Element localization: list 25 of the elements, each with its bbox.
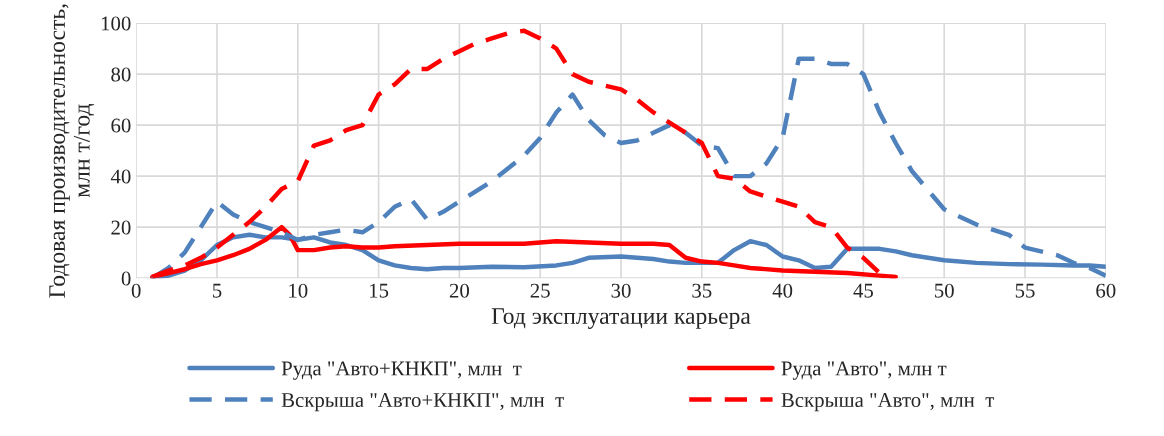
- legend-label: Руда "Авто", млн т: [781, 361, 947, 380]
- legend-label: Вскрыша "Авто+КНКП", млн т: [281, 393, 564, 412]
- y-tick-label: 40: [110, 169, 131, 184]
- y-tick-label: 80: [111, 67, 131, 82]
- y-tick-label: 100: [101, 16, 131, 31]
- x-tick-label: 5: [212, 283, 222, 298]
- legend-label: Руда "Авто+КНКП", млн т: [281, 361, 522, 380]
- x-tick-label: 0: [131, 283, 141, 298]
- y-tick-label: 0: [121, 271, 131, 286]
- x-tick-label: 20: [449, 283, 470, 298]
- x-tick-label: 15: [370, 283, 389, 298]
- y-axis-title: Годовая производительность, млн т/год: [49, 4, 95, 298]
- x-tick-label: 40: [772, 283, 793, 298]
- x-tick-label: 35: [692, 283, 712, 298]
- x-tick-label: 50: [934, 283, 954, 298]
- x-tick-label: 30: [611, 283, 631, 298]
- x-axis-title: Год эксплуатации карьера: [491, 308, 751, 329]
- x-tick-label: 10: [289, 283, 308, 298]
- y-tick-label: 20: [111, 220, 131, 235]
- x-tick-label: 60: [1096, 283, 1116, 298]
- x-tick-label: 55: [1015, 283, 1035, 298]
- legend-label: Вскрыша "Авто", млн т: [781, 393, 995, 412]
- x-tick-label: 45: [853, 283, 873, 298]
- y-tick-label: 60: [111, 118, 131, 133]
- x-tick-label: 25: [530, 283, 550, 298]
